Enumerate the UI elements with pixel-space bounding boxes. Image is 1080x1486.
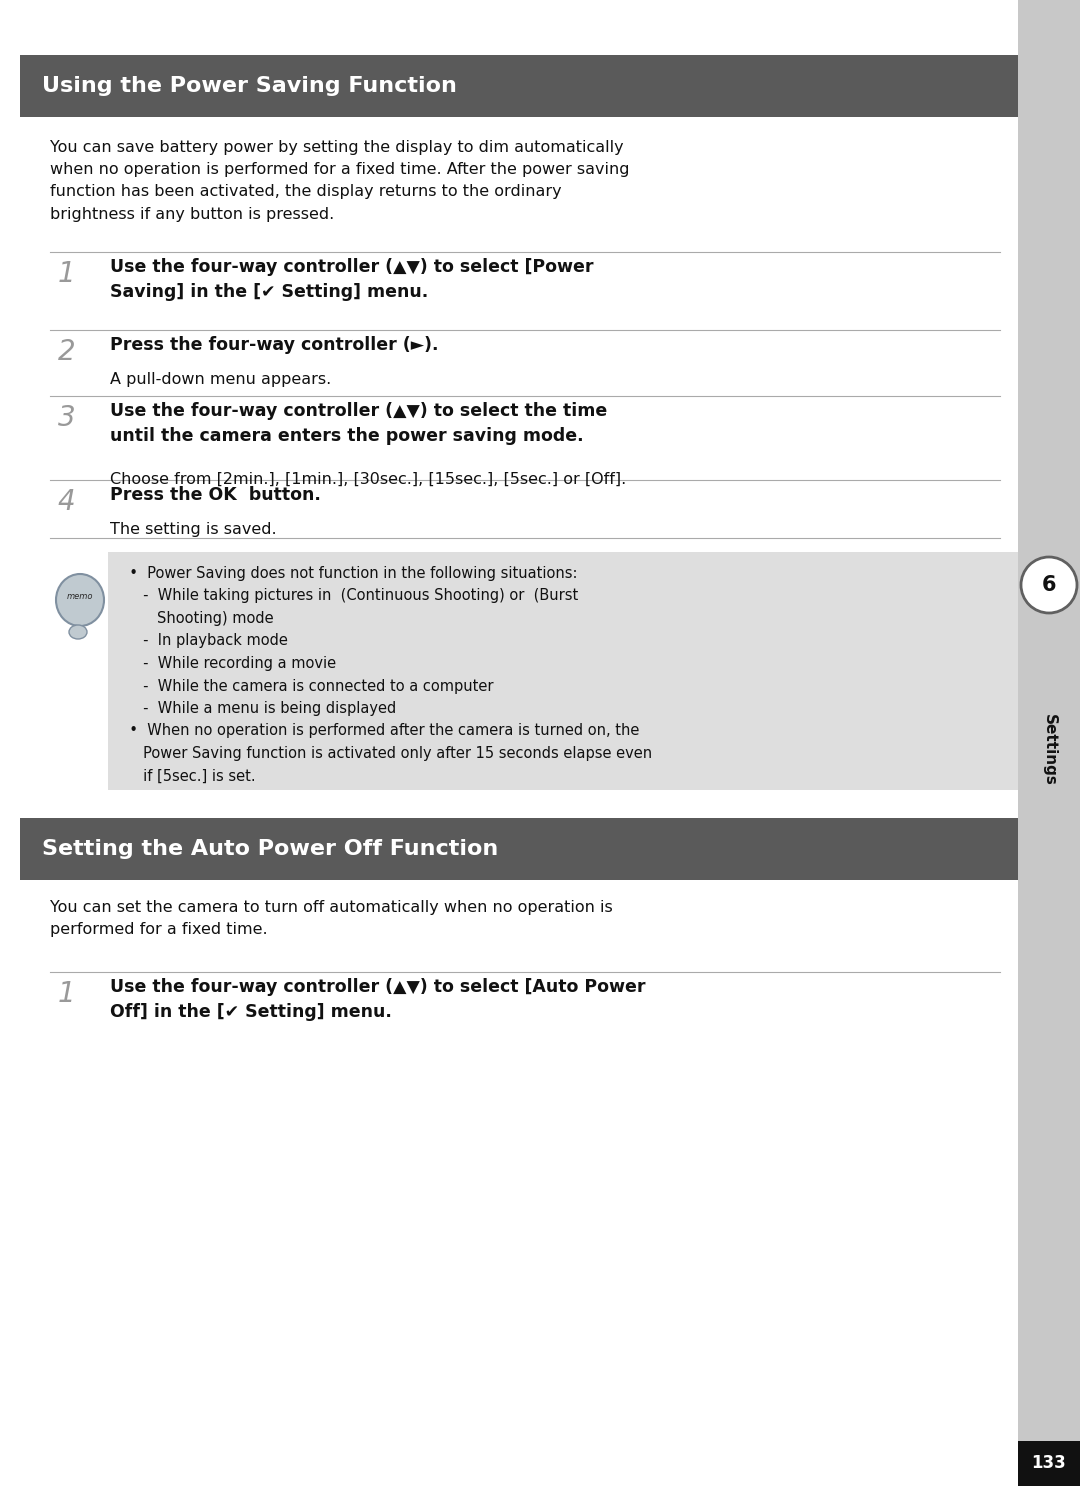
Circle shape: [1021, 557, 1077, 614]
Bar: [108, 551, 1018, 791]
Text: Settings: Settings: [1041, 715, 1056, 786]
Text: Choose from [2min.], [1min.], [30sec.], [15sec.], [5sec.] or [Off].: Choose from [2min.], [1min.], [30sec.], …: [110, 473, 626, 487]
Text: The setting is saved.: The setting is saved.: [110, 522, 276, 536]
Text: -  While recording a movie: - While recording a movie: [120, 655, 336, 672]
Text: Use the four-way controller (▲▼) to select the time
until the camera enters the : Use the four-way controller (▲▼) to sele…: [110, 403, 607, 444]
Bar: [21, 817, 1018, 880]
Text: Using the Power Saving Function: Using the Power Saving Function: [42, 76, 457, 97]
Text: Setting the Auto Power Off Function: Setting the Auto Power Off Function: [42, 840, 498, 859]
Text: A pull-down menu appears.: A pull-down menu appears.: [110, 372, 332, 386]
Text: -  While the camera is connected to a computer: - While the camera is connected to a com…: [120, 679, 494, 694]
Text: Use the four-way controller (▲▼) to select [Power
Saving] in the [✔ Setting] men: Use the four-way controller (▲▼) to sele…: [110, 259, 594, 302]
Text: if [5sec.] is set.: if [5sec.] is set.: [120, 768, 256, 783]
Text: 133: 133: [1031, 1455, 1066, 1473]
Text: 6: 6: [1042, 575, 1056, 594]
Bar: [1018, 0, 1080, 1486]
Text: -  While a menu is being displayed: - While a menu is being displayed: [120, 701, 396, 716]
Text: -  While taking pictures in  (Continuous Shooting) or  (Burst: - While taking pictures in (Continuous S…: [120, 588, 578, 603]
Text: Power Saving function is activated only after 15 seconds elapse even: Power Saving function is activated only …: [120, 746, 652, 761]
Text: Shooting) mode: Shooting) mode: [120, 611, 273, 626]
Text: •  When no operation is performed after the camera is turned on, the: • When no operation is performed after t…: [120, 724, 639, 739]
Text: memo: memo: [67, 591, 93, 600]
Text: •  Power Saving does not function in the following situations:: • Power Saving does not function in the …: [120, 566, 578, 581]
Text: 2: 2: [58, 337, 76, 366]
Ellipse shape: [69, 626, 87, 639]
Bar: [21, 55, 1018, 117]
Text: 1: 1: [58, 979, 76, 1008]
Text: 1: 1: [58, 260, 76, 288]
Text: Use the four-way controller (▲▼) to select [Auto Power
Off] in the [✔ Setting] m: Use the four-way controller (▲▼) to sele…: [110, 978, 646, 1021]
Bar: [1018, 1441, 1080, 1486]
Text: 4: 4: [58, 487, 76, 516]
Text: -  In playback mode: - In playback mode: [120, 633, 288, 648]
Text: Press the OK  button.: Press the OK button.: [110, 486, 321, 504]
Text: You can save battery power by setting the display to dim automatically
when no o: You can save battery power by setting th…: [50, 140, 630, 221]
Text: You can set the camera to turn off automatically when no operation is
performed : You can set the camera to turn off autom…: [50, 901, 612, 938]
Ellipse shape: [56, 574, 104, 626]
Text: Press the four-way controller (►).: Press the four-way controller (►).: [110, 336, 438, 354]
Text: 3: 3: [58, 404, 76, 432]
